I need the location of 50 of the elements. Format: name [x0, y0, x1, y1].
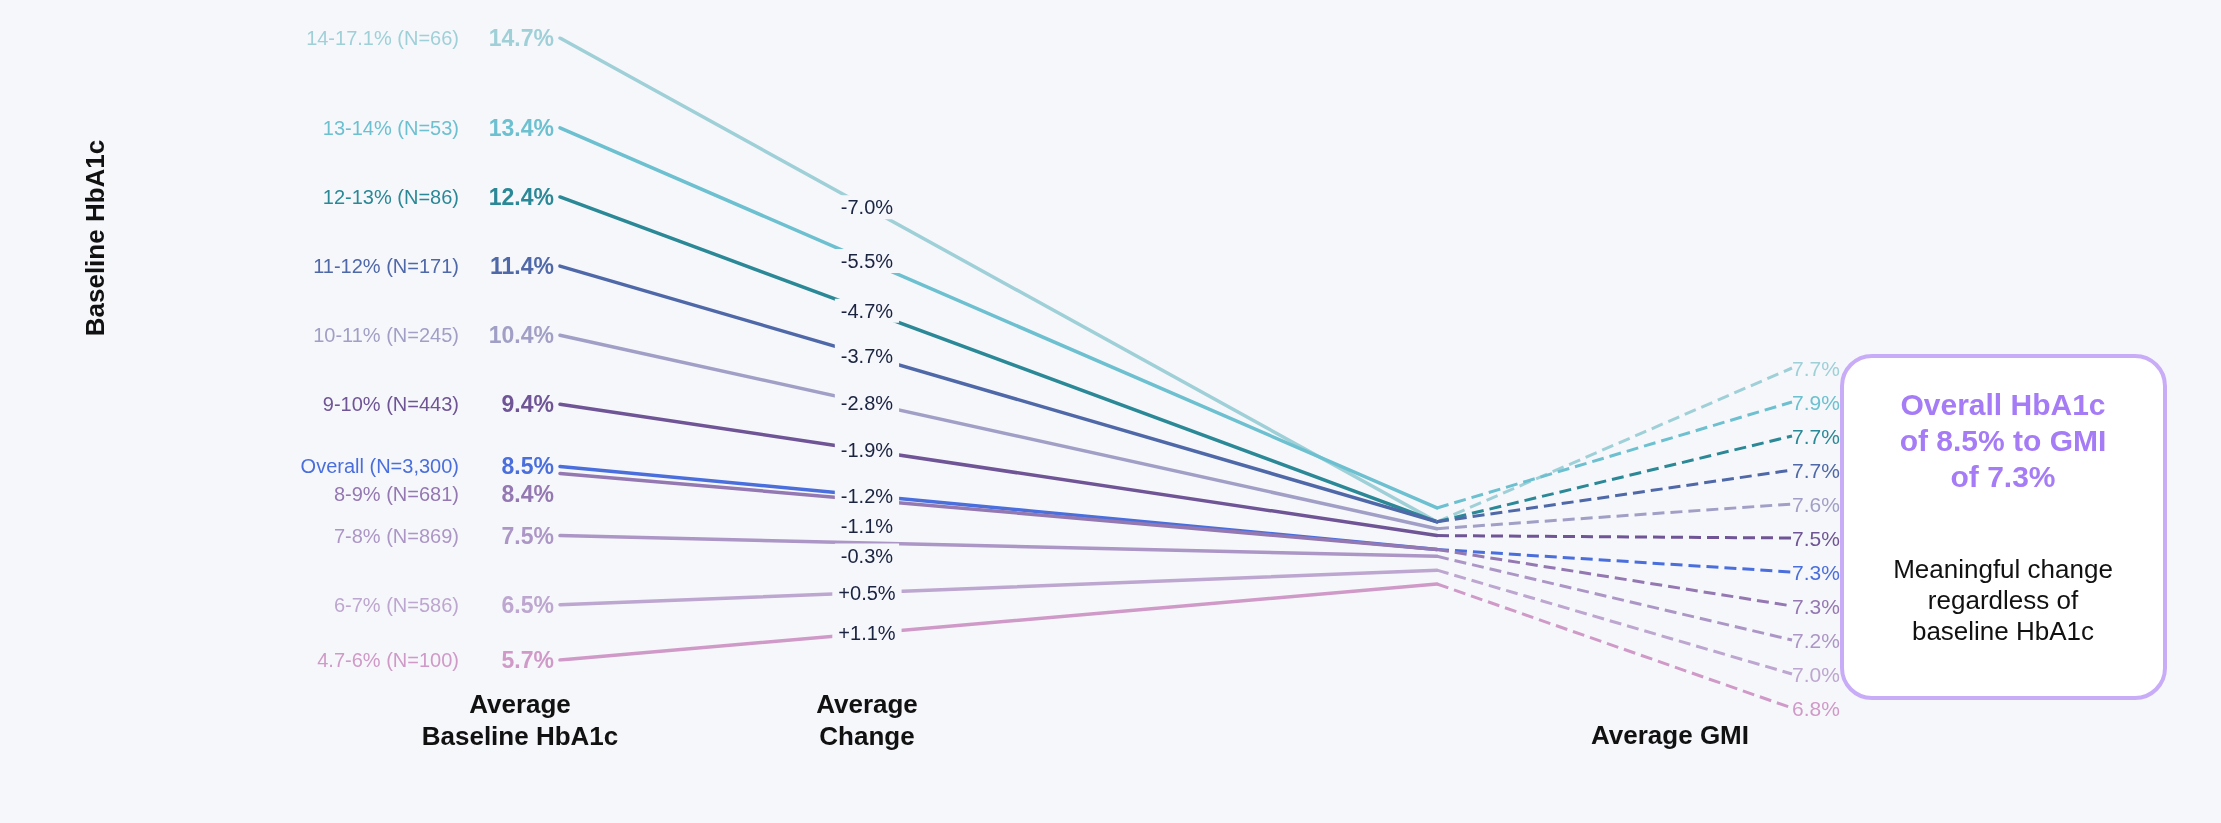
- annotation: -4.7%: [840, 299, 894, 322]
- data-label: 7.2%: [1792, 628, 1840, 652]
- annotation: -2.8%: [840, 391, 894, 414]
- data-label: 13.4%: [488, 114, 554, 141]
- annotation: -7.0%: [840, 196, 894, 219]
- text: 13-14% (N=53): [322, 116, 459, 139]
- y-axis-title: Baseline HbA1c: [80, 139, 110, 337]
- data-label: 7.7%: [1792, 356, 1840, 380]
- data-label: 7.5%: [1792, 526, 1840, 550]
- text: 7-8% (N=869): [333, 524, 459, 547]
- data-label: 12.4%: [488, 183, 554, 210]
- data-label: 11.4%: [490, 253, 554, 280]
- text: Average Baseline HbA1c: [421, 689, 619, 751]
- annotation: -3.7%: [840, 344, 894, 367]
- annotation: -0.3%: [840, 544, 894, 567]
- data-label: 6.5%: [501, 591, 554, 618]
- data-label: 7.7%: [1792, 458, 1840, 482]
- data-label: 8.4%: [501, 481, 554, 508]
- data-label: 7.6%: [1792, 492, 1840, 516]
- data-label: 7.3%: [1792, 594, 1840, 618]
- data-label: 9.4%: [501, 391, 554, 418]
- annotation: -1.9%: [840, 439, 894, 462]
- text: Overall (N=3,300): [300, 455, 459, 478]
- data-label: 10.4%: [488, 322, 554, 349]
- annotation: -1.1%: [840, 514, 894, 537]
- data-label: 7.3%: [1792, 560, 1840, 584]
- text: 4.7-6% (N=100): [317, 649, 459, 671]
- data-label: 5.7%: [501, 647, 554, 673]
- text: 11-12% (N=171): [313, 255, 459, 278]
- text: Meaningful change regardless of baseline HbA1c: [1893, 553, 2113, 647]
- data-label: 8.5%: [501, 453, 554, 480]
- text: 14-17.1% (N=66): [306, 27, 459, 49]
- data-label: 7.7%: [1792, 424, 1840, 448]
- text: Average Change: [816, 689, 918, 751]
- data-label: 7.9%: [1792, 390, 1840, 414]
- annotation: -1.2%: [840, 484, 894, 507]
- text: 10-11% (N=245): [313, 324, 459, 347]
- text: 12-13% (N=86): [322, 185, 459, 208]
- text: Average GMI: [1591, 720, 1749, 750]
- data-label: 7.0%: [1792, 662, 1840, 686]
- annotation: +1.1%: [838, 622, 896, 645]
- data-label: 14.7%: [488, 25, 554, 51]
- text: Overall HbA1c of 8.5% to GMI of 7.3%: [1899, 387, 2107, 493]
- data-label: 6.8%: [1792, 696, 1840, 720]
- text: 9-10% (N=443): [322, 393, 459, 416]
- data-label: 7.5%: [501, 522, 554, 549]
- annotation: +0.5%: [838, 581, 896, 604]
- annotation: -5.5%: [840, 249, 894, 272]
- text: 6-7% (N=586): [333, 593, 459, 616]
- text: 8-9% (N=681): [333, 483, 459, 506]
